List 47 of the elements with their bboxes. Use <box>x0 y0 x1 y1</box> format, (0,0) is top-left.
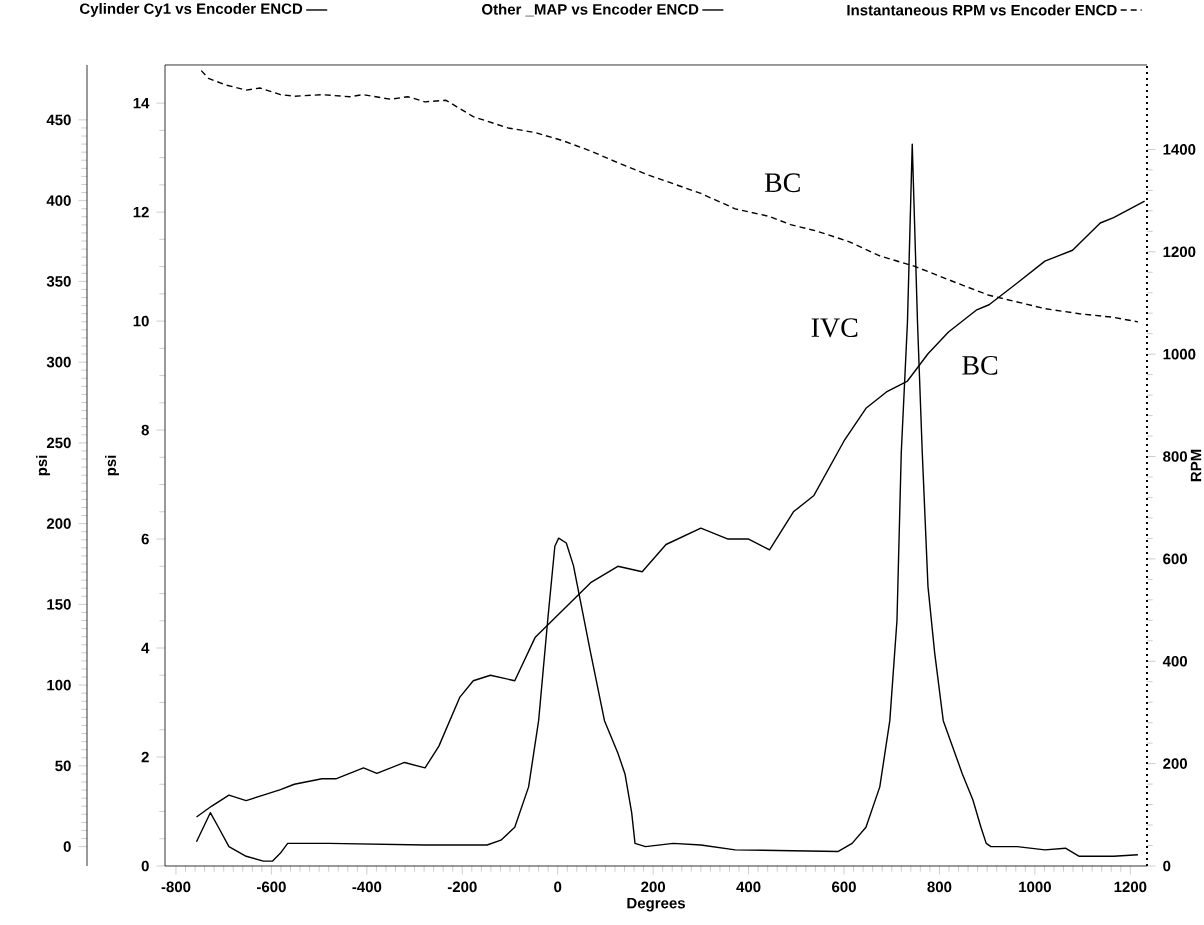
annotation: BC <box>962 355 998 375</box>
y-tick-label: 4 <box>141 642 150 654</box>
y-tick-label: 12 <box>133 206 149 218</box>
y-axis-title: psi <box>105 455 119 476</box>
annotation: BC <box>764 173 800 193</box>
legend-label: Instantaneous RPM vs Encoder ENCD <box>847 4 1117 16</box>
y2-tick-label: 1200 <box>1163 246 1196 258</box>
x-tick-label: 200 <box>641 881 666 893</box>
y2-tick-label: 1000 <box>1163 348 1196 360</box>
y2-tick-label: 800 <box>1163 451 1187 462</box>
y2-tick-label: 400 <box>1162 655 1187 667</box>
x-axis-title: Degrees <box>627 897 685 912</box>
y3-axis-title: psi <box>36 455 50 476</box>
y2-tick-label: 0 <box>1163 860 1171 872</box>
x-tick-label: 1200 <box>1114 881 1147 893</box>
y2-tick-label: 200 <box>1163 758 1187 769</box>
y-tick-label: 8 <box>141 424 149 436</box>
x-tick-label: 600 <box>832 881 856 893</box>
y3-tick-label: 50 <box>55 760 71 772</box>
y3-tick-label: 200 <box>46 518 71 529</box>
y3-tick-label: 350 <box>46 276 71 287</box>
y3-tick-label: 250 <box>46 437 71 449</box>
annotation: IVC <box>811 318 858 338</box>
y-tick-label: 6 <box>141 533 149 545</box>
legend-label: Cylinder Cy1 vs Encoder ENCD <box>80 3 303 17</box>
y3-tick-label: 450 <box>46 114 71 126</box>
y3-tick-label: 400 <box>46 195 71 206</box>
y-tick-label: 14 <box>133 97 150 109</box>
y3-tick-label: 150 <box>47 599 71 610</box>
x-tick-label: -200 <box>447 881 477 893</box>
x-tick-label: 0 <box>554 881 562 893</box>
legend-label: Other _MAP vs Encoder ENCD <box>482 3 699 17</box>
y3-tick-label: 100 <box>47 679 71 691</box>
y2-tick-label: 1400 <box>1163 144 1196 155</box>
y3-tick-label: 0 <box>63 841 71 852</box>
x-tick-label: 800 <box>927 881 952 893</box>
y3-tick-label: 300 <box>46 356 71 368</box>
y-tick-label: 10 <box>133 315 149 327</box>
x-tick-label: -800 <box>161 881 191 893</box>
y2-axis-title: RPM <box>1190 449 1202 482</box>
y2-tick-label: 600 <box>1163 553 1187 565</box>
y-tick-label: 2 <box>141 751 149 763</box>
x-tick-label: 1000 <box>1019 881 1051 893</box>
y-tick-label: 0 <box>141 860 149 872</box>
x-tick-label: -400 <box>352 881 382 893</box>
x-tick-label: -600 <box>257 881 286 893</box>
x-tick-label: 400 <box>736 881 761 893</box>
